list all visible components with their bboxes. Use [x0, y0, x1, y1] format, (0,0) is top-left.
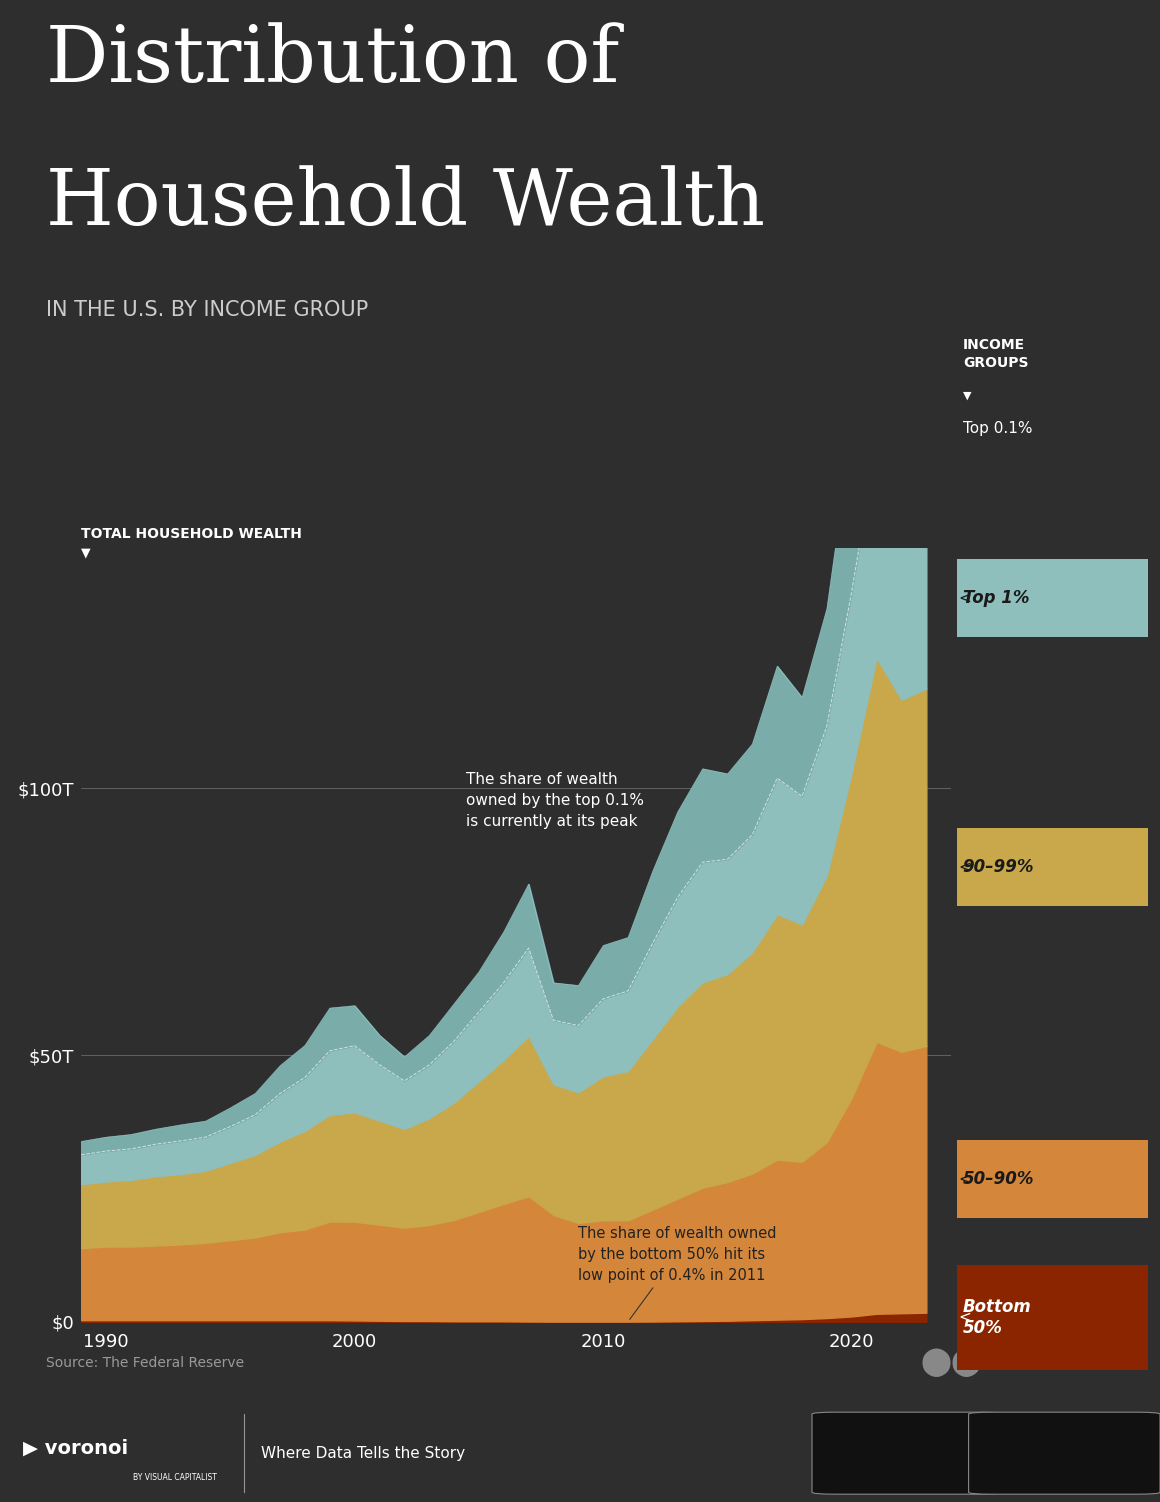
Text: Download on the: Download on the [878, 1433, 937, 1439]
Text: Household Wealth: Household Wealth [46, 165, 766, 240]
Text: <: < [958, 1310, 971, 1325]
Text: <: < [958, 859, 971, 874]
Text: GET IT ON: GET IT ON [1046, 1433, 1082, 1439]
Text: The share of wealth owned
by the bottom 50% hit its
low point of 0.4% in 2011: The share of wealth owned by the bottom … [579, 1226, 777, 1319]
Text: BY VISUAL CAPITALIST: BY VISUAL CAPITALIST [133, 1473, 217, 1482]
Text: Where Data Tells the Story: Where Data Tells the Story [261, 1446, 465, 1460]
Text: TOTAL HOUSEHOLD WEALTH: TOTAL HOUSEHOLD WEALTH [81, 527, 302, 541]
Text: 50–90%: 50–90% [963, 1170, 1035, 1188]
Text: Top 0.1%: Top 0.1% [963, 421, 1032, 436]
Text: 90–99%: 90–99% [963, 858, 1035, 876]
Text: Bottom
50%: Bottom 50% [963, 1298, 1031, 1337]
FancyBboxPatch shape [969, 1412, 1160, 1494]
Text: Distribution of: Distribution of [46, 23, 619, 98]
FancyBboxPatch shape [812, 1412, 1003, 1494]
Text: ▼: ▼ [963, 391, 971, 401]
Text: IN THE U.S. BY INCOME GROUP: IN THE U.S. BY INCOME GROUP [46, 300, 369, 320]
Text: <: < [958, 1172, 971, 1187]
Text: Source: The Federal Reserve: Source: The Federal Reserve [46, 1356, 245, 1370]
Text: ▼: ▼ [81, 547, 90, 560]
Text: The share of wealth
owned by the top 0.1%
is currently at its peak: The share of wealth owned by the top 0.1… [466, 772, 645, 829]
Text: INCOME
GROUPS: INCOME GROUPS [963, 338, 1028, 371]
Text: <: < [958, 590, 971, 605]
Text: Top 1%: Top 1% [963, 589, 1029, 607]
Text: ▶ voronoi: ▶ voronoi [23, 1439, 129, 1458]
Text: App Store: App Store [872, 1461, 943, 1475]
Text: Google Play: Google Play [1023, 1461, 1105, 1475]
Text: ⬤⬤: ⬤⬤ [920, 1349, 983, 1377]
